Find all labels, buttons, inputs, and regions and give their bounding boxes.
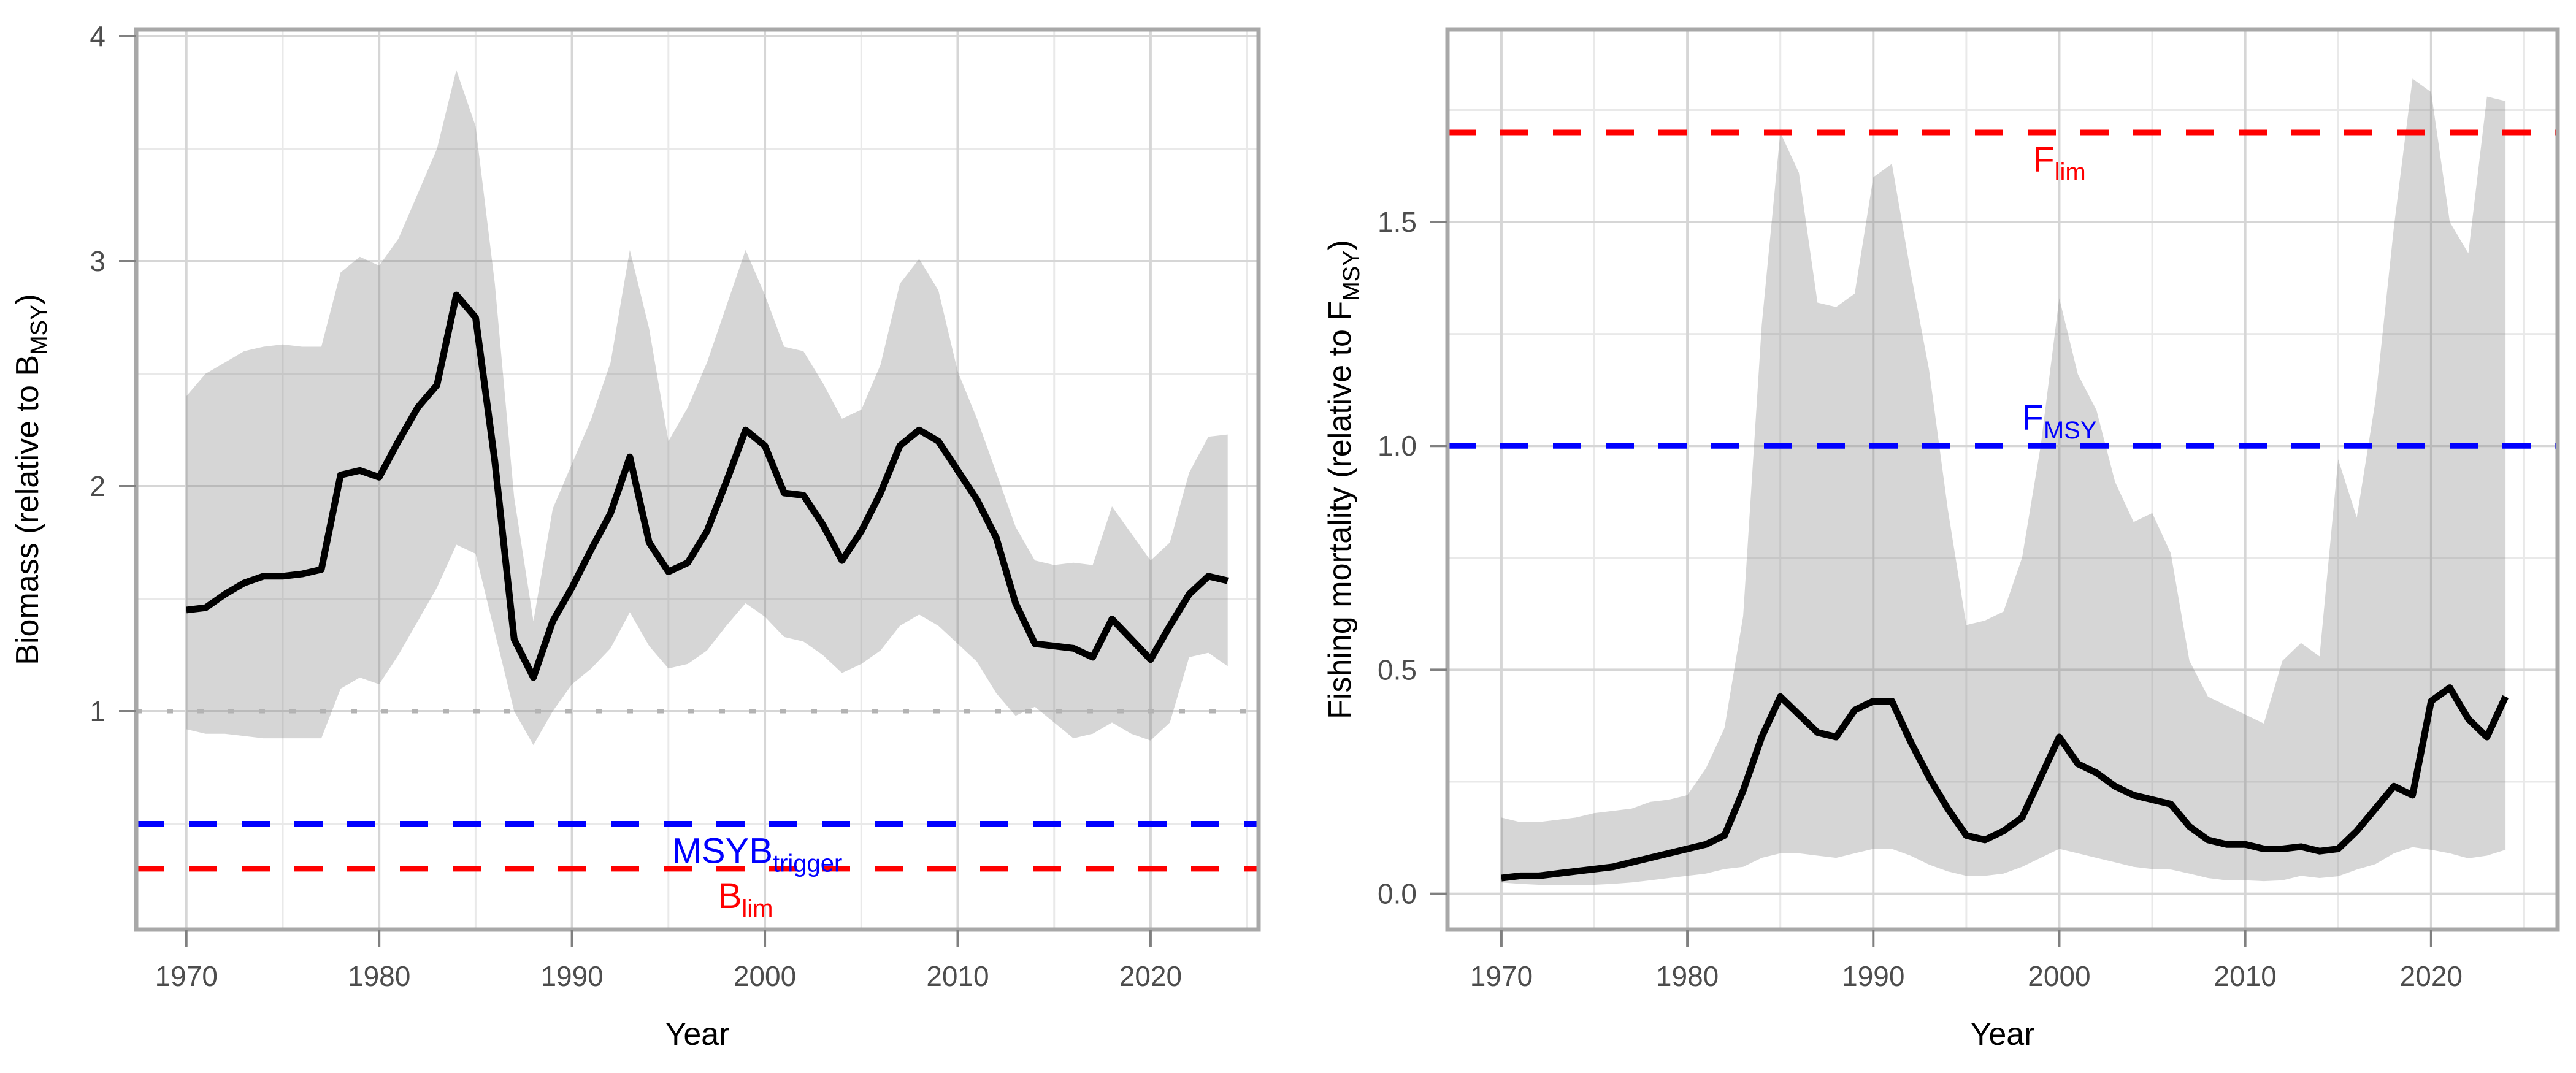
x-tick-label: 1970 xyxy=(1470,960,1533,992)
y-tick-label: 0.0 xyxy=(1378,878,1417,910)
uncertainty-ribbon xyxy=(1501,78,2506,885)
y-tick-label: 1.0 xyxy=(1378,430,1417,462)
reference-label-msyb-trigger: MSYBtrigger xyxy=(672,831,843,877)
y-tick-label: 1.5 xyxy=(1378,206,1417,238)
uncertainty-ribbon xyxy=(186,70,1228,746)
x-tick-label: 1990 xyxy=(1842,960,1904,992)
x-tick-label: 1980 xyxy=(348,960,410,992)
x-tick-label: 2010 xyxy=(926,960,989,992)
reference-label-fmsy: FMSY xyxy=(2022,398,2096,444)
x-tick-label: 2000 xyxy=(2028,960,2090,992)
y-tick-label: 4 xyxy=(90,20,105,52)
y-axis-title: Fishing mortality (relative to FMSY) xyxy=(1322,240,1365,719)
x-tick-label: 1980 xyxy=(1656,960,1719,992)
x-axis-title: Year xyxy=(665,1017,729,1052)
reference-label-blim: Blim xyxy=(718,876,773,922)
x-tick-label: 1990 xyxy=(540,960,603,992)
x-tick-label: 1970 xyxy=(155,960,218,992)
x-tick-label: 2010 xyxy=(2214,960,2276,992)
x-axis-title: Year xyxy=(1970,1017,2034,1052)
y-tick-label: 3 xyxy=(90,245,105,277)
median-line xyxy=(186,291,1229,681)
fishing-mortality-panel: Flim FMSY 1970 1980 1990 2000 2010 2020 0.0 0.5 1.… xyxy=(1322,27,2560,1052)
panel-border xyxy=(134,27,1261,932)
panel-border xyxy=(1445,27,2560,932)
y-axis-title: Biomass (relative to BMSY) xyxy=(10,294,52,665)
x-tick-label: 2020 xyxy=(2400,960,2463,992)
y-tick-label: 1 xyxy=(90,695,105,727)
median-line xyxy=(1501,684,2509,882)
x-tick-label: 2020 xyxy=(1119,960,1182,992)
y-tick-label: 2 xyxy=(90,470,105,502)
x-tick-label: 2000 xyxy=(734,960,796,992)
reference-label-flim: Flim xyxy=(2033,140,2086,186)
y-tick-label: 0.5 xyxy=(1378,654,1417,685)
